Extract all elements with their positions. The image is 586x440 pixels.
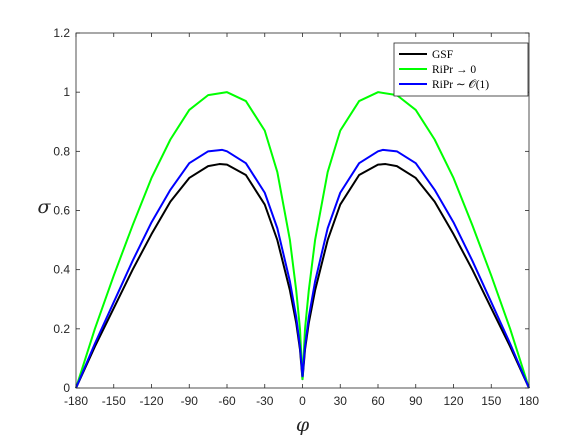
x-tick-label: 120 — [443, 394, 463, 408]
x-tick-label: 180 — [519, 394, 539, 408]
series-layer — [75, 91, 530, 389]
x-tick-label: -150 — [102, 394, 126, 408]
legend: GSF RiPr → 0 RiPr ∼ 𝒪(1) — [393, 42, 529, 97]
legend-label-1: RiPr → 0 — [432, 64, 476, 76]
x-axis-label: φ — [296, 414, 310, 436]
x-tick-label: 30 — [334, 394, 348, 408]
x-tick-label: 90 — [409, 394, 423, 408]
x-tick-label: -180 — [64, 394, 88, 408]
series-line-1 — [75, 91, 530, 389]
y-tick-label: 0.8 — [53, 144, 70, 158]
series-line-2 — [75, 148, 530, 389]
legend-label-2: RiPr ∼ 𝒪(1) — [432, 79, 489, 91]
x-tick-label: -120 — [139, 394, 163, 408]
y-tick-label: 1.2 — [53, 26, 70, 40]
y-tick-label: 1 — [63, 85, 70, 99]
y-tick-label: 0.4 — [53, 263, 70, 277]
x-tick-label: -60 — [218, 394, 236, 408]
x-tick-label: 150 — [481, 394, 501, 408]
ticks-layer: -180 -150 -120 -90 -60 -30 0 30 60 90 120 150 180 0 0.… — [53, 26, 539, 408]
x-tick-label: 0 — [299, 394, 306, 408]
y-tick-label: 0.6 — [53, 204, 70, 218]
x-tick-label: -30 — [256, 394, 274, 408]
y-axis-label: σ — [38, 196, 52, 218]
y-tick-label: 0 — [63, 381, 70, 395]
x-tick-label: 60 — [371, 394, 385, 408]
legend-label-0: GSF — [432, 49, 453, 61]
x-tick-label: -90 — [181, 394, 199, 408]
y-tick-label: 0.2 — [53, 322, 70, 336]
